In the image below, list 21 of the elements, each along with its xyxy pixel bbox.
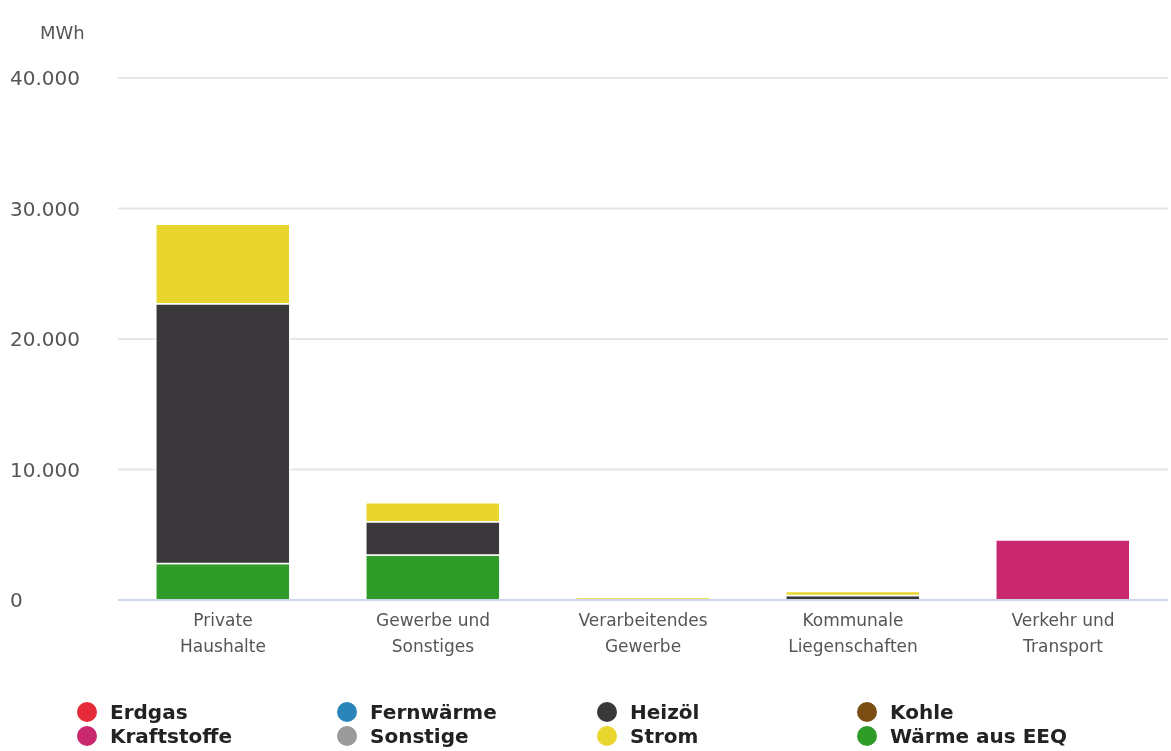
legend-label: Sonstige [370, 724, 469, 748]
x-tick-label: Kommunale Liegenschaften [788, 610, 918, 656]
legend-label: Kraftstoffe [110, 724, 233, 748]
legend-label: Wärme aus EEQ [890, 724, 1068, 748]
y-tick-label: 10.000 [10, 457, 80, 482]
y-tick-label: 20.000 [10, 327, 80, 352]
x-tick-label: Verkehr und Transport [1011, 610, 1115, 656]
y-tick-label: 0 [10, 588, 23, 613]
legend-label: Kohle [890, 700, 954, 724]
x-tick-label: Private Haushalte [180, 610, 266, 656]
y-axis-title: MWh [40, 22, 85, 43]
y-tick-label: 30.000 [10, 196, 80, 221]
bar [785, 590, 921, 597]
y-tick-label: 40.000 [10, 66, 80, 91]
legend-label: Strom [630, 724, 699, 748]
bar [995, 539, 1131, 600]
legend-label: Fernwärme [370, 700, 497, 724]
legend-label: Heizöl [630, 700, 700, 724]
legend-label: Erdgas [110, 700, 188, 724]
x-tick-label: Verarbeitendes Gewerbe [578, 610, 708, 656]
x-tick-label: Gewerbe und Sonstiges [376, 610, 490, 656]
